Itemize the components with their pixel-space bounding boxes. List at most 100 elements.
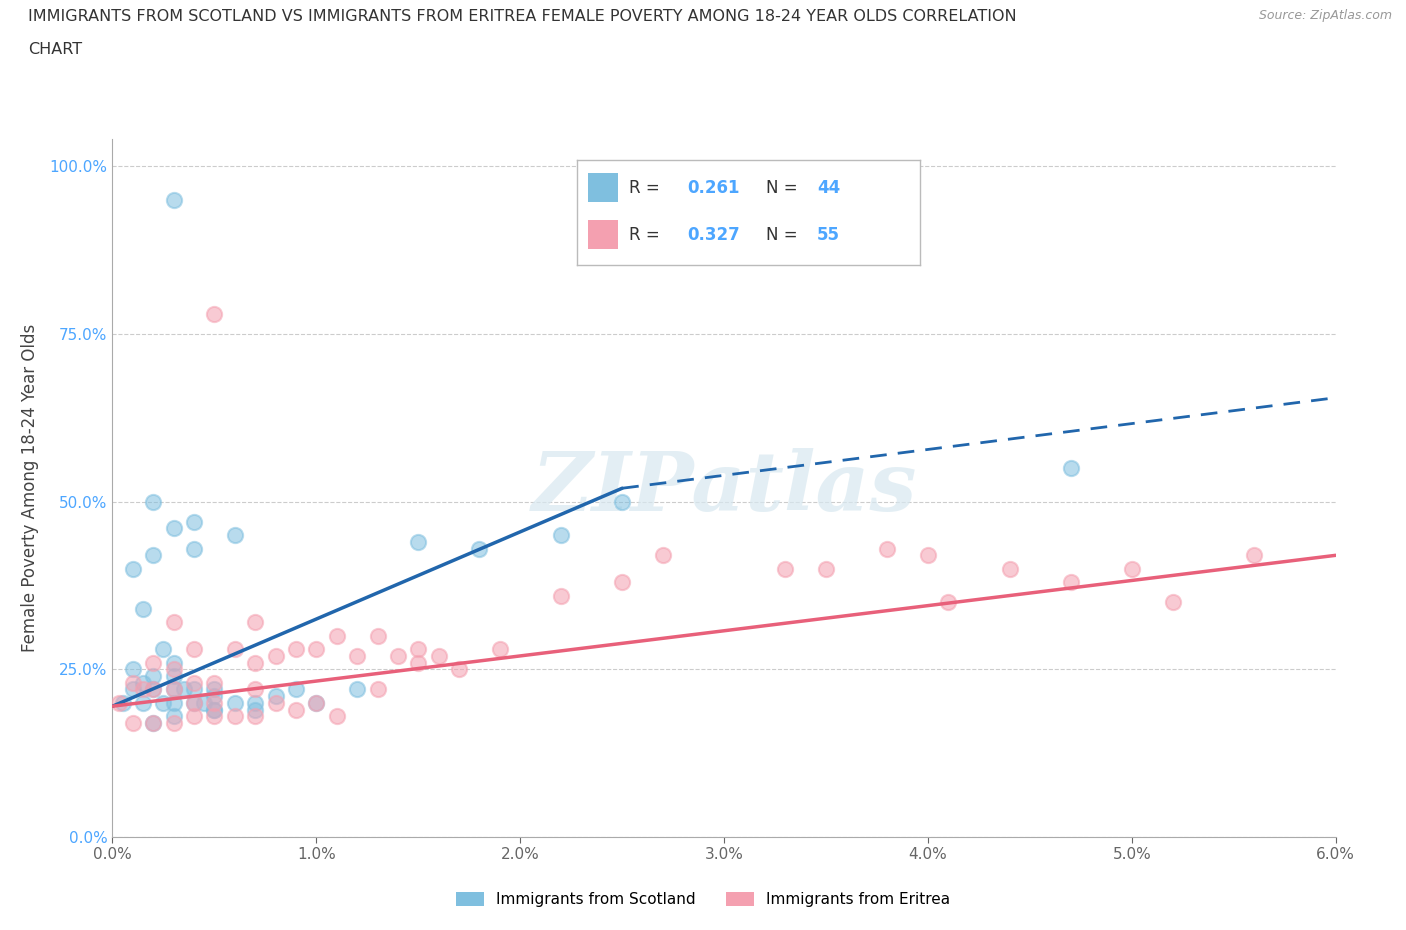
Point [264,696,287,711]
Point [245,615,267,630]
Point [204,702,226,717]
Text: Source: ZipAtlas.com: Source: ZipAtlas.com [1258,9,1392,22]
Point [938,595,960,610]
Point [245,709,267,724]
Point [132,682,155,697]
Point [998,562,1021,577]
Point [204,682,226,697]
Point [387,648,409,663]
Point [204,675,226,690]
Point [326,709,349,724]
Point [183,709,205,724]
Point [132,696,155,711]
Point [1161,595,1184,610]
Point [204,709,226,724]
Point [183,514,205,529]
Legend: Immigrants from Scotland, Immigrants from Eritrea: Immigrants from Scotland, Immigrants fro… [450,885,956,913]
Point [152,642,174,657]
Point [245,702,267,717]
Point [775,562,797,577]
Point [489,642,512,657]
Point [122,562,145,577]
Point [142,494,165,509]
Point [367,682,389,697]
Point [224,709,246,724]
Point [163,662,186,677]
Text: CHART: CHART [28,42,82,57]
Point [449,662,471,677]
Point [142,548,165,563]
Point [917,548,939,563]
Point [122,715,145,730]
Point [163,193,186,207]
Point [142,715,165,730]
Point [284,642,308,657]
Point [152,696,174,711]
Point [183,696,205,711]
Point [284,702,308,717]
Point [142,682,165,697]
Point [142,715,165,730]
Point [111,696,134,711]
Point [408,642,430,657]
Point [183,675,205,690]
Y-axis label: Female Poverty Among 18-24 Year Olds: Female Poverty Among 18-24 Year Olds [21,325,38,652]
Point [815,562,838,577]
Point [427,648,450,663]
Point [367,629,389,644]
Point [193,696,215,711]
Point [1060,460,1083,475]
Point [876,541,898,556]
Point [183,642,205,657]
Point [245,696,267,711]
Point [132,675,155,690]
Point [264,689,287,704]
Point [163,696,186,711]
Point [224,527,246,542]
Point [346,682,368,697]
Point [163,709,186,724]
Point [284,682,308,697]
Point [163,521,186,536]
Point [204,307,226,322]
Point [224,696,246,711]
Point [408,535,430,550]
Point [1121,562,1143,577]
Point [204,696,226,711]
Point [163,615,186,630]
Text: IMMIGRANTS FROM SCOTLAND VS IMMIGRANTS FROM ERITREA FEMALE POVERTY AMONG 18-24 Y: IMMIGRANTS FROM SCOTLAND VS IMMIGRANTS F… [28,9,1017,24]
Point [163,682,186,697]
Point [264,648,287,663]
Point [142,655,165,670]
Point [107,696,129,711]
Point [183,696,205,711]
Point [305,696,328,711]
Point [245,655,267,670]
Point [122,662,145,677]
Text: ZIPatlas: ZIPatlas [531,448,917,528]
Point [132,602,155,617]
Point [612,575,634,590]
Point [183,682,205,697]
Point [1243,548,1265,563]
Point [173,682,195,697]
Point [326,629,349,644]
Point [163,715,186,730]
Point [204,689,226,704]
Point [652,548,675,563]
Point [1060,575,1083,590]
Point [468,541,491,556]
Point [122,682,145,697]
Point [346,648,368,663]
Point [224,642,246,657]
Point [163,655,186,670]
Point [142,669,165,684]
Point [245,682,267,697]
Point [204,702,226,717]
Point [163,682,186,697]
Point [183,541,205,556]
Point [142,682,165,697]
Point [305,696,328,711]
Point [122,675,145,690]
Point [550,527,572,542]
